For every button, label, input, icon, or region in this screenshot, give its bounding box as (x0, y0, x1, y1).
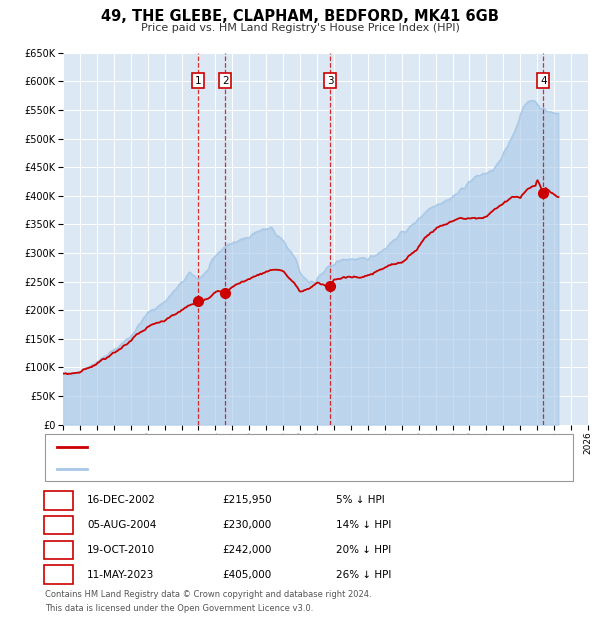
Text: 26% ↓ HPI: 26% ↓ HPI (336, 570, 391, 580)
Text: 4: 4 (55, 570, 62, 580)
Text: 2: 2 (222, 76, 229, 86)
Text: £405,000: £405,000 (222, 570, 271, 580)
Text: 49, THE GLEBE, CLAPHAM, BEDFORD, MK41 6GB (detached house): 49, THE GLEBE, CLAPHAM, BEDFORD, MK41 6G… (90, 442, 418, 452)
Text: £215,950: £215,950 (222, 495, 272, 505)
Text: 20% ↓ HPI: 20% ↓ HPI (336, 545, 391, 555)
Text: 49, THE GLEBE, CLAPHAM, BEDFORD, MK41 6GB: 49, THE GLEBE, CLAPHAM, BEDFORD, MK41 6G… (101, 9, 499, 24)
Text: 3: 3 (327, 76, 334, 86)
Text: £242,000: £242,000 (222, 545, 271, 555)
Text: 16-DEC-2002: 16-DEC-2002 (87, 495, 156, 505)
Text: 14% ↓ HPI: 14% ↓ HPI (336, 520, 391, 530)
Text: HPI: Average price, detached house, Bedford: HPI: Average price, detached house, Bedf… (90, 464, 309, 474)
Text: 11-MAY-2023: 11-MAY-2023 (87, 570, 154, 580)
Text: £230,000: £230,000 (222, 520, 271, 530)
Text: 5% ↓ HPI: 5% ↓ HPI (336, 495, 385, 505)
Text: This data is licensed under the Open Government Licence v3.0.: This data is licensed under the Open Gov… (45, 604, 313, 613)
Text: Contains HM Land Registry data © Crown copyright and database right 2024.: Contains HM Land Registry data © Crown c… (45, 590, 371, 600)
Text: 2: 2 (55, 520, 62, 530)
Text: 19-OCT-2010: 19-OCT-2010 (87, 545, 155, 555)
Text: Price paid vs. HM Land Registry's House Price Index (HPI): Price paid vs. HM Land Registry's House … (140, 23, 460, 33)
Text: 4: 4 (540, 76, 547, 86)
Text: 1: 1 (194, 76, 201, 86)
Text: 1: 1 (55, 495, 62, 505)
Text: 05-AUG-2004: 05-AUG-2004 (87, 520, 157, 530)
Text: 3: 3 (55, 545, 62, 555)
